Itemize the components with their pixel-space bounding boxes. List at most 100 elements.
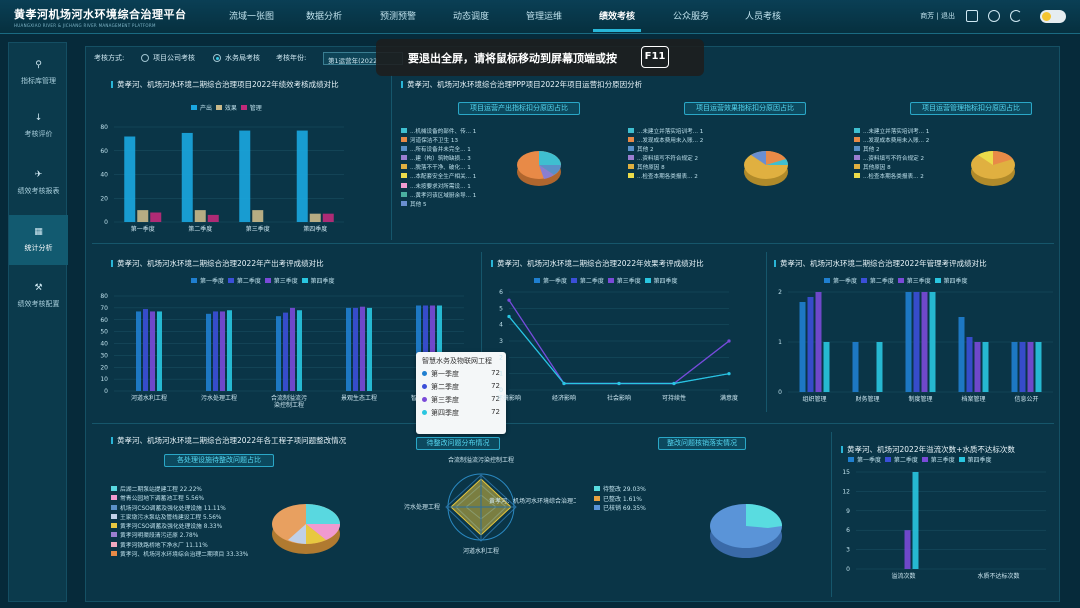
refresh-icon[interactable] bbox=[1010, 10, 1022, 22]
nav-item[interactable]: 公众服务 bbox=[673, 12, 710, 22]
legend-label: ...脱落不干净、破化... 1 bbox=[410, 165, 471, 172]
legend-swatch bbox=[628, 173, 634, 179]
sidebar-item-assessment[interactable]: ↓ 考核评价 bbox=[9, 101, 68, 151]
bar bbox=[124, 136, 136, 222]
data-point bbox=[672, 381, 676, 386]
dashboard-icon[interactable] bbox=[966, 10, 978, 22]
legend-label: ...所有设备并未完全... 1 bbox=[410, 147, 471, 154]
sidebar-item-statistics[interactable]: ▦ 统计分析 bbox=[9, 215, 68, 265]
legend-swatch bbox=[644, 278, 651, 283]
y-tick-label: 0 bbox=[846, 566, 850, 573]
legend-swatch bbox=[628, 146, 634, 152]
x-tick-label: 河道水利工程 bbox=[131, 394, 167, 402]
fullscreen-toast: 要退出全屏，请将鼠标移动到屏幕顶端或按 F11 bbox=[376, 39, 704, 76]
tooltip-row: 第二季度 72 bbox=[422, 382, 500, 395]
theme-toggle[interactable] bbox=[1040, 10, 1066, 23]
legend-label: ...未建立并落实培训考... 1 bbox=[863, 129, 930, 135]
legend-label: 黄孝河铁路桥地下净水厂 11.11% bbox=[120, 542, 208, 549]
legend-item: ...未按要求对所需设... 1 bbox=[401, 182, 476, 191]
legend-swatch bbox=[401, 200, 407, 206]
legend-swatch bbox=[111, 541, 117, 547]
bar bbox=[309, 213, 321, 222]
legend-label: 第三季度 bbox=[616, 278, 641, 285]
y-tick-label: 1 bbox=[778, 339, 782, 346]
x-tick-label: 信息公开 bbox=[1014, 395, 1038, 403]
user-logout[interactable]: 商芳 | 退出 bbox=[920, 12, 955, 20]
radio-water-bureau-label[interactable]: 水务局考核 bbox=[225, 54, 260, 62]
sidebar-item-config[interactable]: ⚒ 绩效考核配置 bbox=[9, 271, 68, 321]
bar bbox=[157, 311, 162, 391]
radar-label: 河道水利工程 bbox=[463, 547, 499, 555]
y-tick-label: 0 bbox=[778, 389, 782, 396]
legend-item: ...资料填写不符合规定 2 bbox=[628, 154, 703, 163]
bar bbox=[360, 306, 365, 391]
legend-swatch bbox=[191, 278, 197, 283]
bar bbox=[1011, 342, 1018, 392]
legend-swatch bbox=[594, 505, 600, 510]
legend-label: ...发现成本费用未入账... 2 bbox=[637, 138, 704, 145]
legend-swatch bbox=[534, 278, 540, 283]
legend-label: 常青公园地下调蓄池工程 5.56% bbox=[120, 496, 205, 503]
sidebar-item-report[interactable]: ✈ 绩效考核报表 bbox=[9, 158, 68, 208]
legend-label: 其他原因 8 bbox=[637, 165, 665, 172]
radio-company-label[interactable]: 项目公司考核 bbox=[153, 54, 195, 62]
legend-item: 待整改 29.03% bbox=[594, 484, 646, 494]
nav-item[interactable]: 流域一张图 bbox=[229, 12, 275, 22]
pie-manage bbox=[971, 150, 1015, 186]
legend-item: 黄孝河CSO调蓄及强化处理设施 8.33% bbox=[111, 521, 248, 530]
legend-swatch bbox=[628, 155, 634, 161]
legend-item: 常青公园地下调蓄池工程 5.56% bbox=[111, 493, 248, 502]
wrench-icon: ⚒ bbox=[34, 283, 43, 293]
legend-swatch bbox=[401, 191, 407, 197]
bar bbox=[423, 305, 428, 391]
y-tick-label: 10 bbox=[100, 376, 108, 383]
search-icon: ⚲ bbox=[35, 60, 42, 70]
nav-item[interactable]: 动态调度 bbox=[453, 12, 490, 22]
legend-label: 黄孝河明渠段清污还原 2.78% bbox=[120, 533, 199, 540]
legend-label: 第四季度 bbox=[943, 278, 968, 285]
legend-swatch bbox=[854, 164, 860, 170]
x-tick-label: 环境影响 bbox=[497, 394, 521, 402]
nav-item[interactable]: 预测预警 bbox=[380, 12, 417, 22]
legend-swatch bbox=[111, 504, 117, 510]
legend-list-output: ...机械设备的部件、传... 1 河道保洁不卫生 13 ...所有设备并未完全..… bbox=[401, 127, 476, 209]
legend-item: 其他原因 8 bbox=[628, 163, 703, 172]
tooltip-dot bbox=[422, 410, 427, 415]
y-tick-label: 60 bbox=[100, 317, 108, 324]
legend-label: ...资料填写不符合规定 2 bbox=[863, 156, 925, 163]
nav-item[interactable]: 人员考核 bbox=[745, 12, 782, 22]
legend-label: 第二季度 bbox=[236, 278, 261, 285]
nav-item-active[interactable]: 绩效考核 bbox=[592, 9, 642, 32]
legend-swatch bbox=[958, 457, 965, 462]
radar-chart: 合流制溢流污染控制工程 黄孝河、机场河水环境综合治理二期项目 河道水利工程 污水… bbox=[404, 456, 576, 555]
radio-water-bureau[interactable] bbox=[213, 54, 221, 62]
legend-label: ...机械设备的部件、传... 1 bbox=[410, 129, 477, 135]
app-subtitle: HUANGXIAO RIVER & JICHANG RIVER MANAGEME… bbox=[14, 23, 156, 28]
radio-company[interactable] bbox=[141, 54, 149, 62]
legend-item: 其他 5 bbox=[401, 200, 476, 209]
legend-swatch bbox=[401, 146, 407, 152]
legend-label: ...建（构）筑物缺损... 3 bbox=[410, 156, 471, 163]
y-tick-label: 80 bbox=[100, 124, 108, 131]
nav-item[interactable]: 管理运维 bbox=[526, 12, 563, 22]
bar bbox=[297, 310, 302, 391]
sidebar-item-indicator-library[interactable]: ⚲ 指标库管理 bbox=[9, 48, 68, 98]
legend-swatch bbox=[401, 173, 407, 179]
chart-management-scores: 0 1 2 组织管理 财务管理 制度管理 档案管理 信息公开 bbox=[778, 289, 1053, 403]
data-point bbox=[617, 381, 621, 386]
legend-swatch bbox=[824, 278, 830, 283]
tooltip-value: 72 bbox=[491, 382, 500, 390]
plane-icon: ✈ bbox=[34, 170, 43, 180]
pie-effect bbox=[744, 150, 789, 186]
legend-swatch bbox=[301, 278, 308, 283]
nav-item[interactable]: 数据分析 bbox=[306, 12, 343, 22]
bar bbox=[137, 210, 149, 222]
y-tick-label: 5 bbox=[499, 305, 503, 312]
bar bbox=[296, 130, 308, 222]
settings-icon[interactable] bbox=[988, 10, 1000, 22]
bar bbox=[823, 342, 830, 392]
legend-swatch bbox=[227, 278, 234, 283]
bar bbox=[276, 316, 281, 391]
legend-label: 第二季度 bbox=[579, 278, 604, 285]
legend-item: 机场河CSO调蓄及强化处理设施 11.11% bbox=[111, 503, 248, 512]
